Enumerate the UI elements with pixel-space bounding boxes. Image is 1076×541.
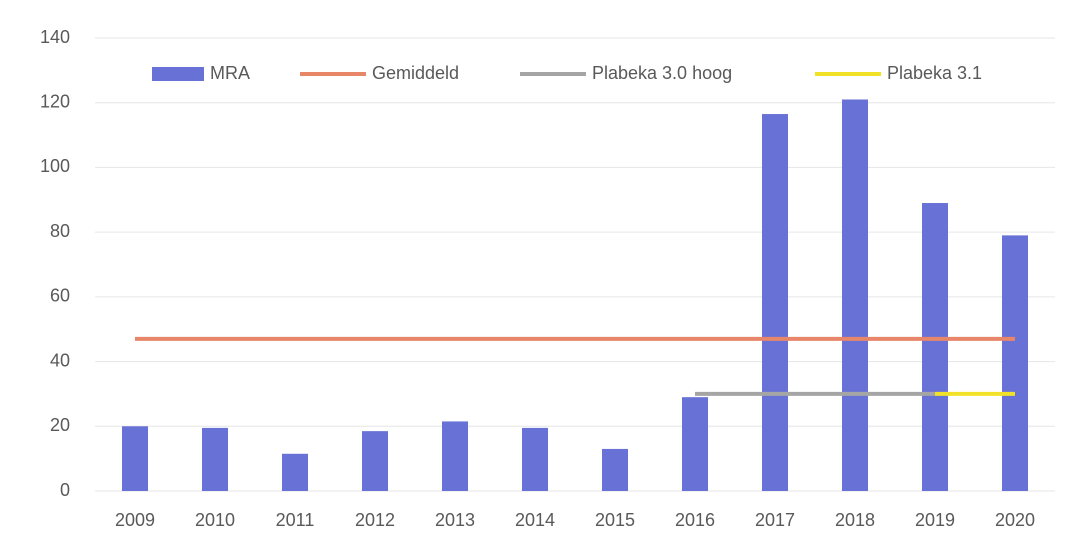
x-tick-label: 2010 — [195, 510, 235, 530]
x-tick-label: 2014 — [515, 510, 555, 530]
y-tick-label: 0 — [60, 480, 70, 500]
x-tick-label: 2011 — [276, 510, 315, 530]
bar — [682, 397, 708, 491]
bar — [522, 427, 548, 491]
y-tick-label: 100 — [40, 156, 70, 176]
x-tick-label: 2009 — [115, 510, 155, 530]
bar — [922, 203, 948, 491]
y-tick-label: 60 — [50, 286, 70, 306]
x-tick-label: 2017 — [755, 510, 795, 530]
bar — [202, 427, 228, 491]
legend-label: MRA — [210, 63, 250, 83]
x-tick-label: 2015 — [595, 510, 635, 530]
legend-label: Plabeka 3.1 — [887, 63, 982, 83]
bar — [842, 99, 868, 491]
bar — [362, 431, 388, 491]
y-tick-label: 40 — [50, 350, 70, 370]
y-tick-label: 140 — [40, 27, 70, 47]
bar — [762, 114, 788, 492]
bar — [122, 426, 148, 491]
bar — [442, 421, 468, 491]
x-tick-label: 2012 — [355, 510, 395, 530]
legend-label: Gemiddeld — [372, 63, 459, 83]
x-tick-label: 2016 — [675, 510, 715, 530]
bar — [602, 448, 628, 491]
y-tick-label: 80 — [50, 221, 70, 241]
x-tick-label: 2019 — [915, 510, 955, 530]
x-tick-label: 2018 — [835, 510, 875, 530]
y-tick-label: 20 — [50, 415, 70, 435]
legend-swatch — [152, 67, 204, 81]
x-tick-label: 2013 — [435, 510, 475, 530]
bar — [1002, 235, 1028, 491]
legend-label: Plabeka 3.0 hoog — [592, 63, 732, 83]
y-tick-label: 120 — [40, 91, 70, 111]
x-tick-label: 2020 — [995, 510, 1035, 530]
bar — [282, 453, 308, 491]
